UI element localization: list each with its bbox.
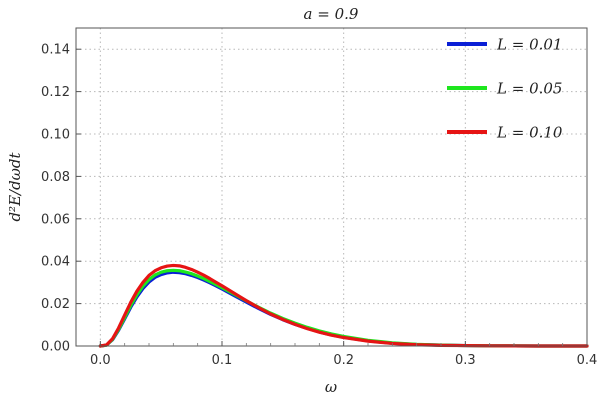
legend-label-1: L = 0.05	[496, 80, 562, 98]
x-tick-label: 0.4	[577, 353, 598, 368]
plot-frame	[75, 27, 588, 347]
x-tick-label: 0.0	[90, 353, 111, 368]
y-tick-label: 0.04	[41, 255, 70, 270]
grid-layer	[76, 28, 588, 346]
legend-label-2: L = 0.10	[496, 124, 563, 142]
y-tick-label: 0.00	[41, 340, 70, 355]
y-tick-label: 0.10	[41, 128, 70, 143]
x-tick-label: 0.3	[455, 353, 476, 368]
series-line-2	[98, 263, 589, 348]
legend: L = 0.01 L = 0.05 L = 0.10	[447, 36, 563, 142]
y-tick-label: 0.12	[41, 85, 70, 100]
y-tick-label: 0.08	[41, 170, 70, 185]
x-axis-label: ω	[325, 378, 337, 396]
legend-label-0: L = 0.01	[496, 36, 562, 54]
tick-layer: 0.0 0.1 0.2 0.3 0.4 0.00 0.02 0.04 0.06 0.08 0.10 0…	[41, 43, 597, 368]
y-axis-label: d²E/dωdt	[6, 151, 24, 221]
y-tick-label: 0.02	[41, 297, 70, 312]
curve-layer	[98, 263, 589, 348]
x-tick-label: 0.1	[212, 353, 233, 368]
y-tick-label: 0.06	[41, 212, 70, 227]
x-tick-label: 0.2	[333, 353, 354, 368]
chart-title: a = 0.9	[304, 5, 359, 23]
y-tick-label: 0.14	[41, 43, 70, 58]
